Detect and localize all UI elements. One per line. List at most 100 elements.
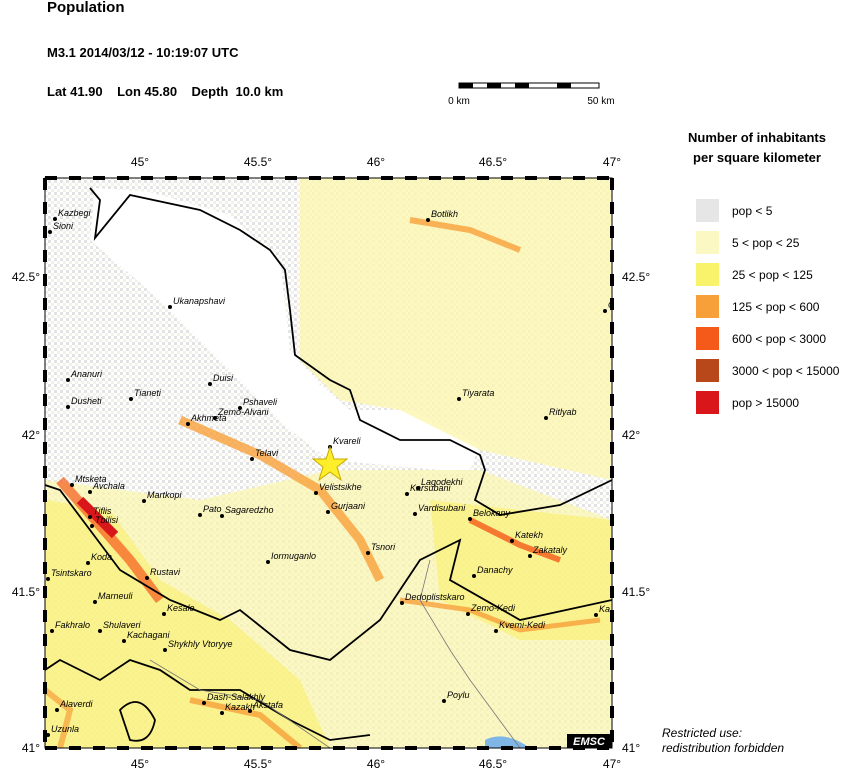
city-label: Zemo-Kedi — [470, 603, 516, 613]
city-dot — [142, 499, 146, 503]
city-label: Iormuganlo — [271, 551, 316, 561]
emsc-badge: EMSC — [573, 736, 606, 748]
lon-label: 45.5° — [244, 155, 272, 169]
city-label: Kazakh — [225, 702, 255, 712]
city-label: Kachagani — [127, 630, 171, 640]
city-label: Tiflis — [93, 506, 112, 516]
city-dot — [168, 305, 172, 309]
city-label: Martkopi — [147, 490, 183, 500]
lon-label: 46.5° — [479, 757, 507, 771]
city-label: Tsnori — [371, 542, 396, 552]
legend-label: 3000 < pop < 15000 — [732, 364, 840, 378]
event-line: M3.1 2014/03/12 - 10:19:07 UTC — [47, 45, 239, 60]
city-dot — [326, 510, 330, 514]
city-label: Tianeti — [134, 388, 162, 398]
city-dot — [66, 405, 70, 409]
city-label: Poylu — [447, 690, 470, 700]
city-label: Avchala — [92, 481, 125, 491]
city-dot — [472, 574, 476, 578]
city-label: Kvareli — [333, 436, 362, 446]
legend-swatch — [696, 327, 719, 350]
legend-label: 600 < pop < 3000 — [732, 332, 826, 346]
city-dot — [55, 708, 59, 712]
city-dot — [528, 554, 532, 558]
city-dot — [594, 613, 598, 617]
city-dot — [50, 629, 54, 633]
city-dot — [426, 218, 430, 222]
city-dot — [48, 230, 52, 234]
city-dot — [129, 397, 133, 401]
lat-label: 42.5° — [12, 270, 40, 284]
scale-bar: 0 km 50 km — [448, 82, 615, 107]
city-label: Velistsikhe — [319, 482, 362, 492]
city-label: Pshaveli — [243, 397, 278, 407]
city-label: Kesalo — [167, 603, 195, 613]
lon-label: 45.5° — [244, 757, 272, 771]
city-dot — [405, 492, 409, 496]
city-dot — [88, 490, 92, 494]
legend-swatch — [696, 295, 719, 318]
legend-label: 125 < pop < 600 — [732, 300, 820, 314]
city-label: Kvemi-Kedi — [499, 620, 546, 630]
city-dot — [220, 711, 224, 715]
city-label: Fakhralo — [55, 620, 90, 630]
city-dot — [213, 416, 217, 420]
city-dot — [90, 524, 94, 528]
legend-swatch — [696, 359, 719, 382]
city-label: Mtsketa — [75, 474, 107, 484]
epicenter-star — [311, 445, 349, 482]
city-dot — [66, 378, 70, 382]
city-dot — [208, 382, 212, 386]
city-dot — [413, 512, 417, 516]
badge-bg — [567, 734, 612, 748]
title: Population — [47, 0, 125, 16]
lon-label: 46° — [367, 757, 385, 771]
city-dot — [88, 515, 92, 519]
city-label: Lagodekhi — [421, 477, 464, 487]
city-label: Marneuli — [98, 591, 134, 601]
legend-swatch — [696, 231, 719, 254]
city-dot — [510, 539, 514, 543]
city-dot — [202, 701, 206, 705]
lon-label: 47° — [603, 155, 621, 169]
city-dot — [544, 416, 548, 420]
legend-title: Number of inhabitants — [688, 130, 826, 145]
city-label: Duisi — [213, 373, 234, 383]
scale-start: 0 km — [448, 96, 470, 107]
city-dot — [53, 217, 57, 221]
city-label: Katekh — [515, 530, 543, 540]
city-label: Tsintskaro — [51, 568, 92, 578]
legend-label: 25 < pop < 125 — [732, 268, 813, 282]
city-label: Ritlyab — [549, 407, 577, 417]
lat-label: 41.5° — [12, 585, 40, 599]
lat-label: 42.5° — [622, 270, 650, 284]
city-dot — [163, 648, 167, 652]
city-dot — [466, 612, 470, 616]
legend-swatch — [696, 199, 719, 222]
lat-label: 42° — [22, 428, 40, 442]
city-label: Ka — [599, 604, 610, 614]
city-label: Tiyarata — [462, 388, 494, 398]
city-label: Dedoplistskaro — [405, 592, 465, 602]
city-label: Sagaredzho — [225, 505, 274, 515]
city-label: Zemo-Alvani — [217, 407, 270, 417]
city-dot — [248, 709, 252, 713]
city-label: Pato — [203, 504, 222, 514]
map: Kazbegi Sioni Ukanapshavi Ananuri Dusheti Tia… — [45, 178, 612, 748]
city-dot — [238, 406, 242, 410]
lat-label: 41.5° — [622, 585, 650, 599]
city-label: Shulaveri — [103, 620, 142, 630]
city-dot — [494, 629, 498, 633]
city-label: Zakataly — [532, 545, 568, 555]
location-line: Lat 41.90 Lon 45.80 Depth 10.0 km — [47, 84, 283, 99]
city-label: Vardisubani — [418, 503, 466, 513]
city-label: Botlikh — [431, 209, 458, 219]
lat-label: 42° — [622, 428, 640, 442]
city-dot — [145, 576, 149, 580]
city-label: Akhmeta — [190, 413, 227, 423]
legend-label: pop > 15000 — [732, 396, 799, 410]
city-dot — [93, 600, 97, 604]
city-label: Shykhly Vtoryye — [168, 639, 233, 649]
